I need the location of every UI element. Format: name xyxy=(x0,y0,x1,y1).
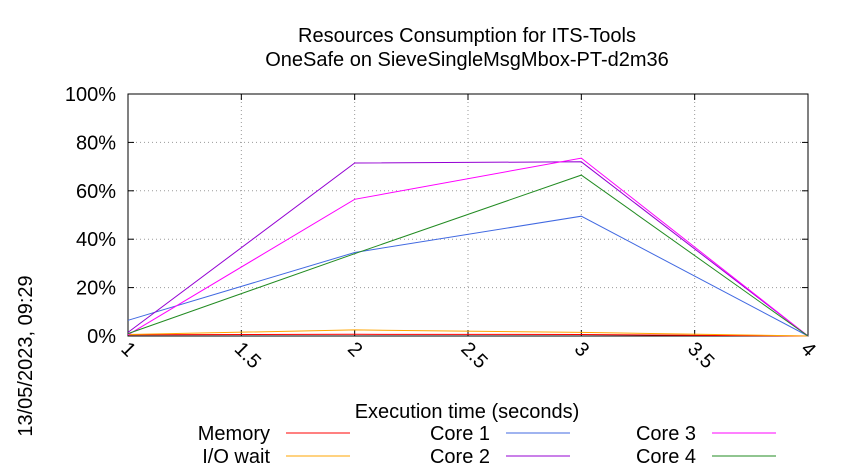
legend-label: I/O wait xyxy=(202,446,270,468)
x-tick-label: 2.5 xyxy=(456,338,491,373)
x-tick-label: 3.5 xyxy=(683,338,718,373)
y-tick-label: 60% xyxy=(76,181,116,203)
y-tick-label: 100% xyxy=(65,84,116,106)
legend-label: Core 4 xyxy=(636,446,696,468)
series-layer xyxy=(127,157,809,337)
y-tick-label: 20% xyxy=(76,278,116,300)
legend-label: Core 1 xyxy=(430,423,490,445)
y-tick-label: 0% xyxy=(87,326,116,348)
timestamp-label: 13/05/2023, 09:29 xyxy=(15,275,37,436)
series-line xyxy=(127,161,809,337)
chart-subtitle: OneSafe on SieveSingleMsgMbox-PT-d2m36 xyxy=(265,49,669,71)
series-line xyxy=(127,333,809,337)
legend-label: Core 2 xyxy=(430,446,490,468)
legend-label: Core 3 xyxy=(636,423,696,445)
y-tick-label: 40% xyxy=(76,229,116,251)
chart-title: Resources Consumption for ITS-Tools xyxy=(298,25,636,47)
series-line xyxy=(127,174,809,337)
x-tick-label: 4 xyxy=(796,338,819,361)
series-line xyxy=(127,215,809,337)
x-tick-label: 1.5 xyxy=(230,338,265,373)
tick-layer: 0% 20% 40% 60% 80% 100% 1 1.5 2 2.5 3 3.5 4 xyxy=(65,84,820,373)
legend-label: Memory xyxy=(198,423,270,445)
grid-layer xyxy=(128,94,808,336)
y-tick-label: 80% xyxy=(76,132,116,154)
series-line xyxy=(127,157,809,337)
x-tick-label: 3 xyxy=(570,338,593,361)
series-line xyxy=(127,329,809,337)
x-tick-label: 2 xyxy=(343,338,366,361)
x-tick-label: 1 xyxy=(116,338,139,361)
x-axis-label: Execution time (seconds) xyxy=(355,401,580,423)
